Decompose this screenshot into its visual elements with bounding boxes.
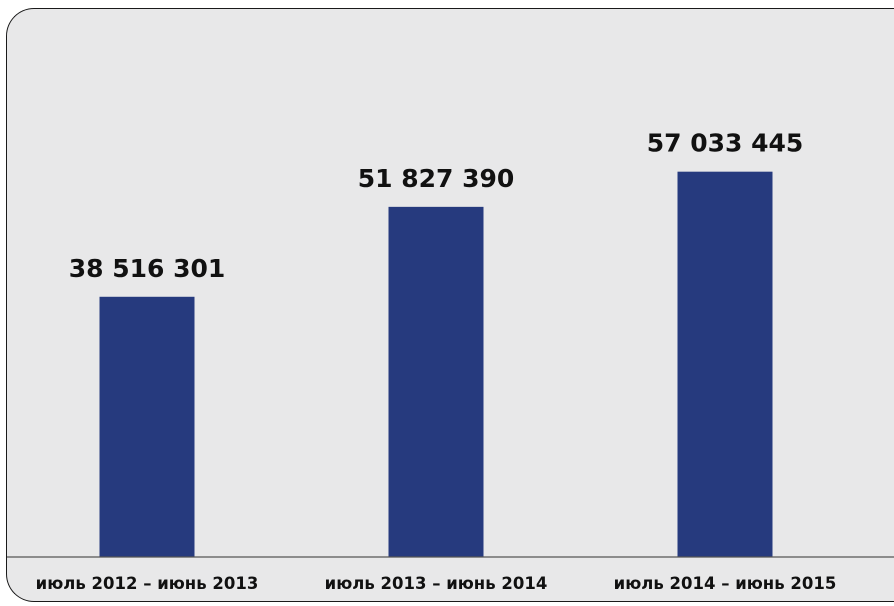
category-label-1: июль 2012 – июнь 2013 xyxy=(36,574,259,593)
category-labels: июль 2012 – июнь 2013 июль 2013 – июнь 20… xyxy=(36,574,837,593)
bars xyxy=(99,171,773,558)
bar-3 xyxy=(677,171,773,558)
value-label-1: 38 516 301 xyxy=(69,254,226,283)
value-labels: 38 516 301 51 827 390 57 033 445 xyxy=(69,129,804,283)
category-label-3: июль 2014 – июнь 2015 xyxy=(614,574,837,593)
bar-chart: 38 516 301 51 827 390 57 033 445 июль 2012… xyxy=(7,129,894,593)
bar-2 xyxy=(388,206,484,557)
chart-panel: 38 516 301 51 827 390 57 033 445 июль 2012… xyxy=(6,8,894,602)
category-label-2: июль 2013 – июнь 2014 xyxy=(325,574,548,593)
value-label-3: 57 033 445 xyxy=(647,129,804,158)
bar-1 xyxy=(99,296,195,557)
value-label-2: 51 827 390 xyxy=(358,164,515,193)
